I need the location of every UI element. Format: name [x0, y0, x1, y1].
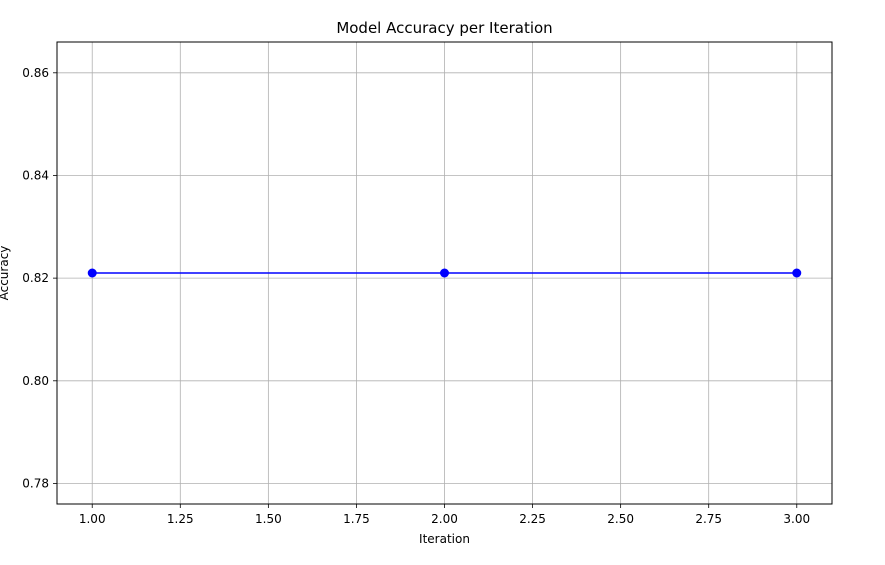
x-axis-ticks: 1.00 1.25 1.50 1.75 2.00 2.25 2.50 2.75 3.00 [79, 504, 810, 526]
x-tick-label: 1.25 [167, 512, 194, 526]
x-axis-label: Iteration [419, 532, 470, 546]
x-tick-label: 2.50 [607, 512, 634, 526]
y-tick-label: 0.86 [22, 66, 49, 80]
x-tick-label: 2.75 [695, 512, 722, 526]
x-tick-label: 2.25 [519, 512, 546, 526]
x-tick-label: 1.75 [343, 512, 370, 526]
y-axis-ticks: 0.78 0.80 0.82 0.84 0.86 [22, 66, 57, 490]
x-tick-label: 1.50 [255, 512, 282, 526]
y-axis-label: Accuracy [0, 246, 11, 301]
y-tick-label: 0.82 [22, 271, 49, 285]
chart-title: Model Accuracy per Iteration [336, 19, 552, 37]
y-tick-label: 0.80 [22, 374, 49, 388]
x-tick-label: 1.00 [79, 512, 106, 526]
y-tick-label: 0.78 [22, 476, 49, 490]
x-tick-label: 3.00 [783, 512, 810, 526]
data-point [792, 268, 802, 278]
data-point [440, 268, 449, 278]
series-layer [87, 268, 802, 278]
x-tick-label: 2.00 [431, 512, 458, 526]
data-point [87, 268, 97, 278]
y-tick-label: 0.84 [22, 168, 49, 182]
